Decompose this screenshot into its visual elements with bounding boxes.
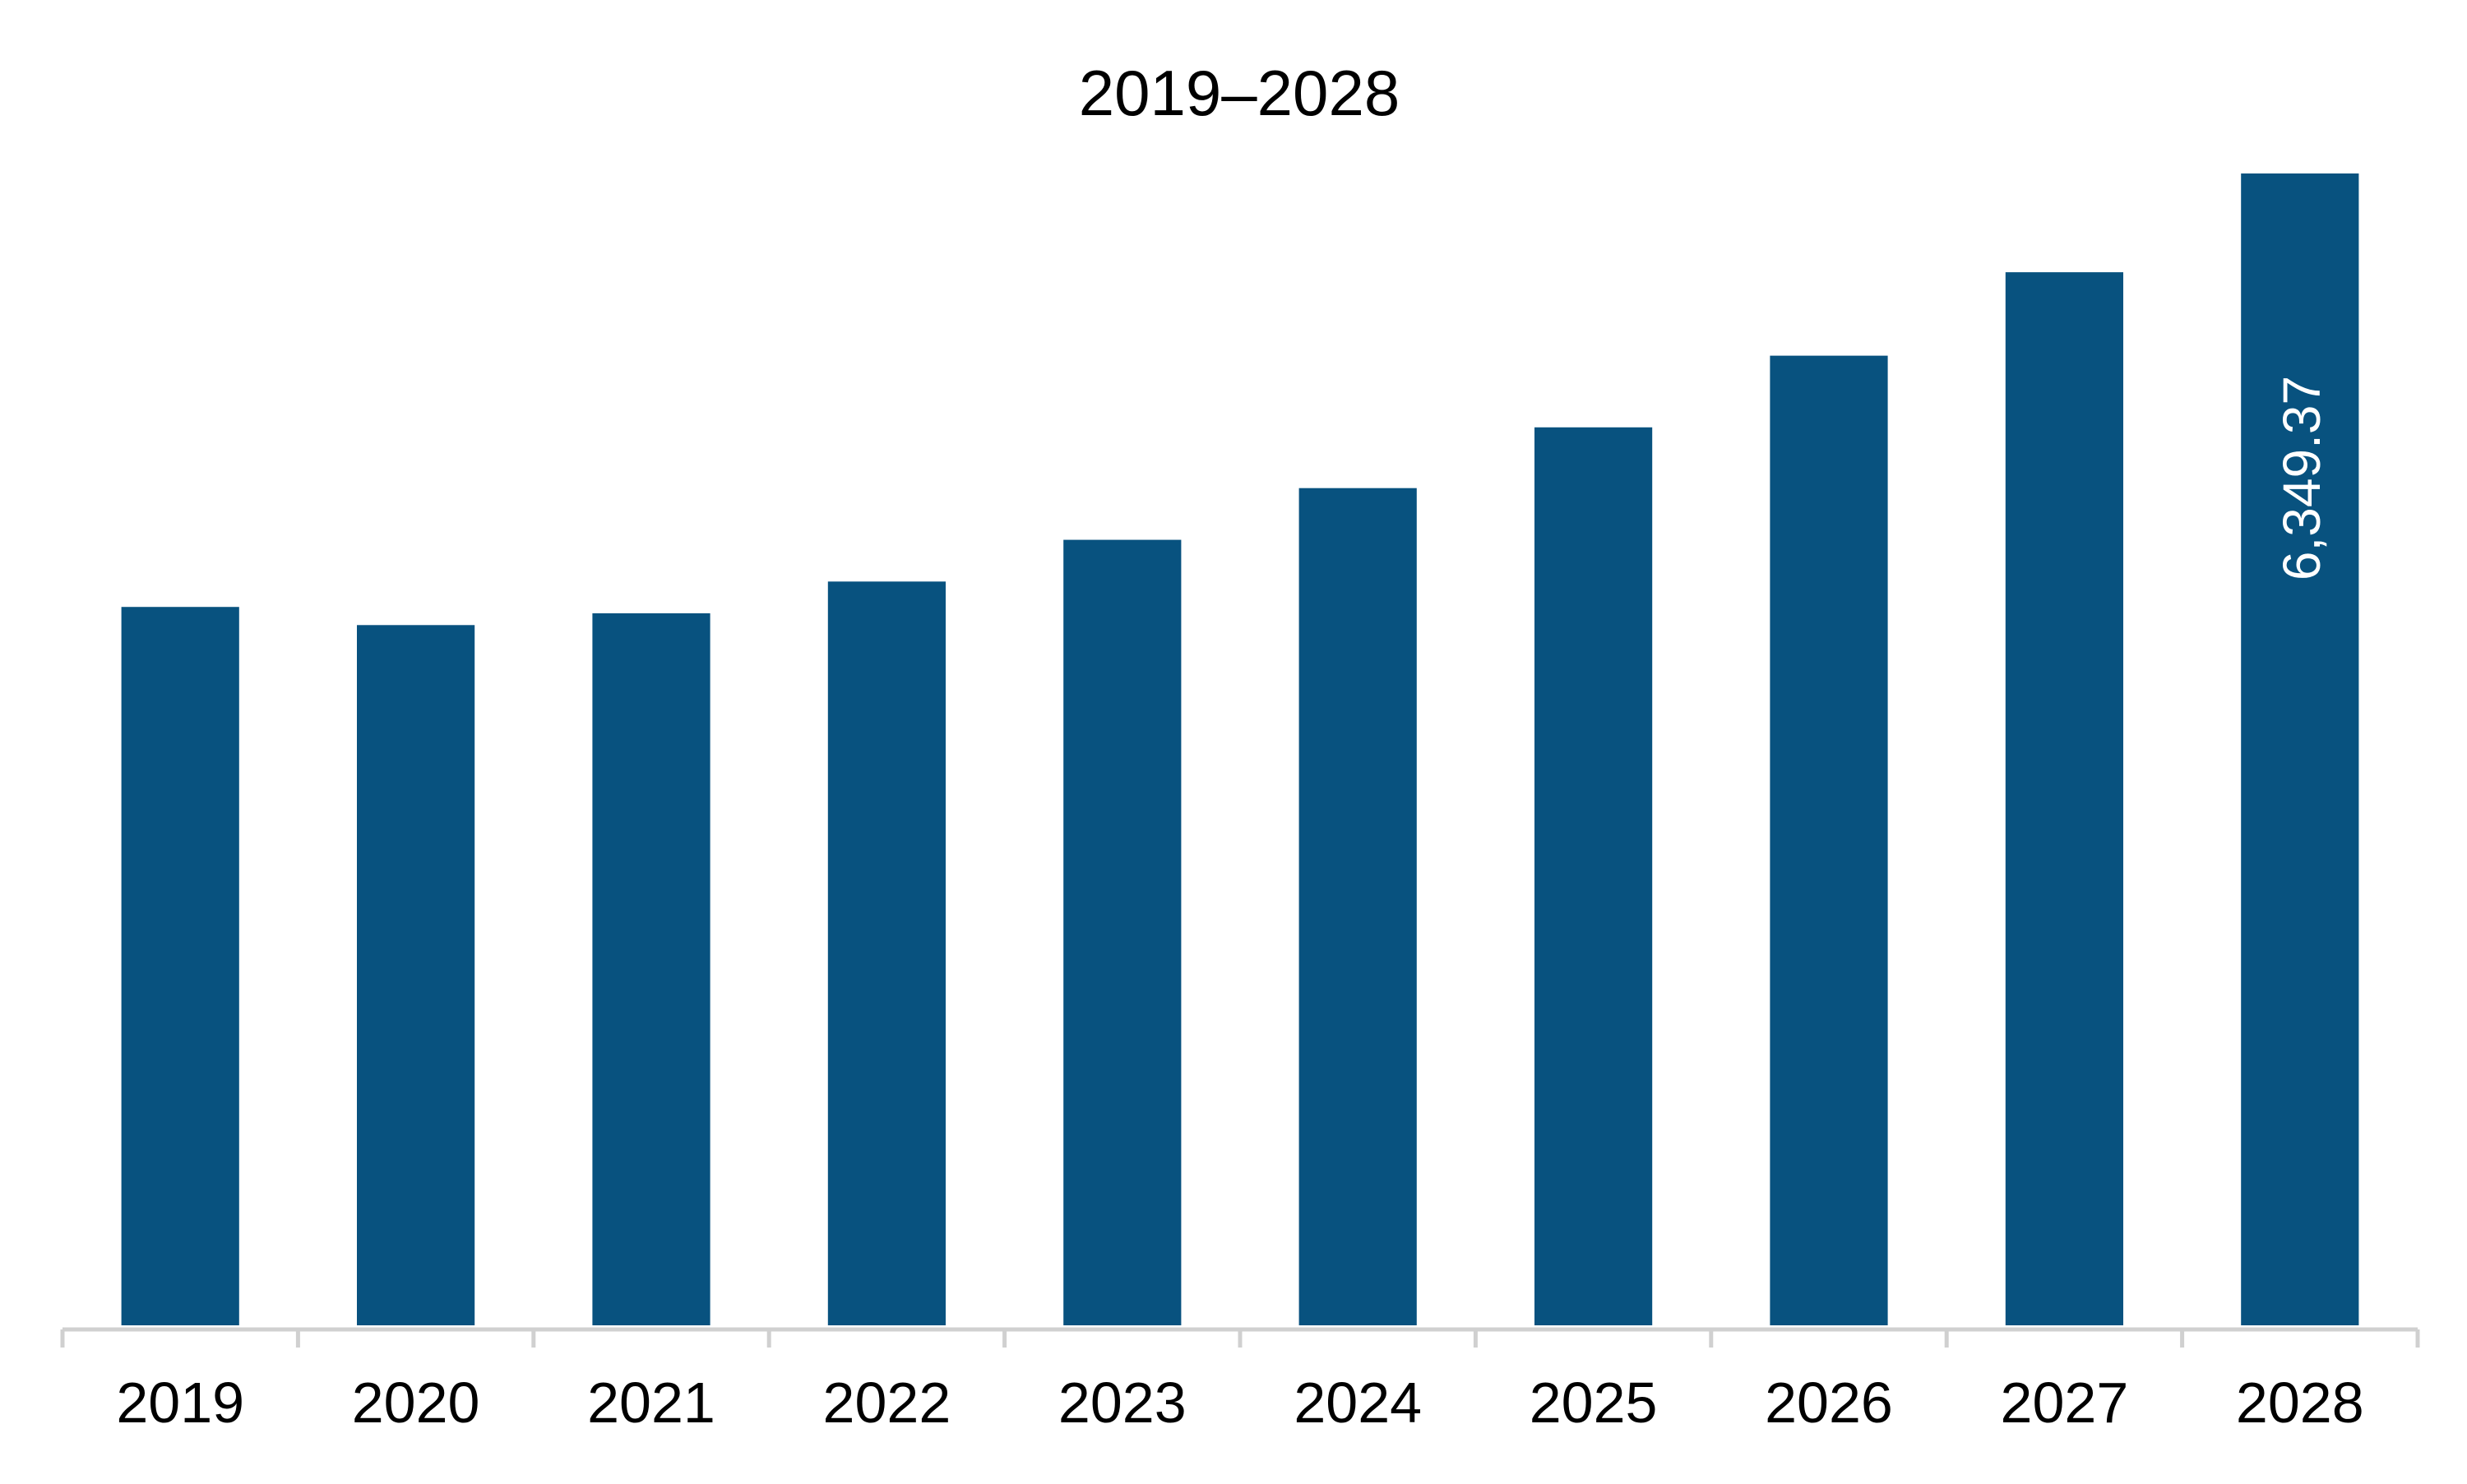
bars-layer xyxy=(121,173,2359,1326)
x-tick-label: 2022 xyxy=(823,1371,951,1435)
bar-2022 xyxy=(827,581,946,1325)
bar-2026 xyxy=(1770,355,1888,1325)
x-tick-label: 2020 xyxy=(352,1371,480,1435)
x-axis-labels: 2019 2020 2021 2022 2023 2024 2025 2026 2027 2028 xyxy=(116,1371,2363,1435)
bar-2021 xyxy=(592,613,710,1325)
x-tick-label: 2024 xyxy=(1294,1371,1422,1435)
bar-2028 xyxy=(2241,173,2359,1325)
x-tick-label: 2023 xyxy=(1058,1371,1187,1435)
x-tick-label: 2028 xyxy=(2236,1371,2364,1435)
data-labels: 6,349.37 xyxy=(2272,376,2331,580)
bar-2027 xyxy=(2005,272,2123,1326)
x-tick-label: 2021 xyxy=(587,1371,715,1435)
x-tick-label: 2025 xyxy=(1530,1371,1658,1435)
chart-title: 2019–2028 xyxy=(1079,57,1400,129)
bar-2023 xyxy=(1063,539,1182,1325)
bar-2025 xyxy=(1534,427,1653,1326)
x-axis-ticks xyxy=(60,1329,2420,1348)
data-label-2028: 6,349.37 xyxy=(2272,376,2331,580)
bar-2019 xyxy=(121,607,239,1325)
x-tick-label: 2019 xyxy=(116,1371,244,1435)
bar-2024 xyxy=(1298,488,1417,1325)
x-tick-label: 2026 xyxy=(1765,1371,1893,1435)
x-tick-label: 2027 xyxy=(2001,1371,2129,1435)
bar-2020 xyxy=(357,625,475,1325)
